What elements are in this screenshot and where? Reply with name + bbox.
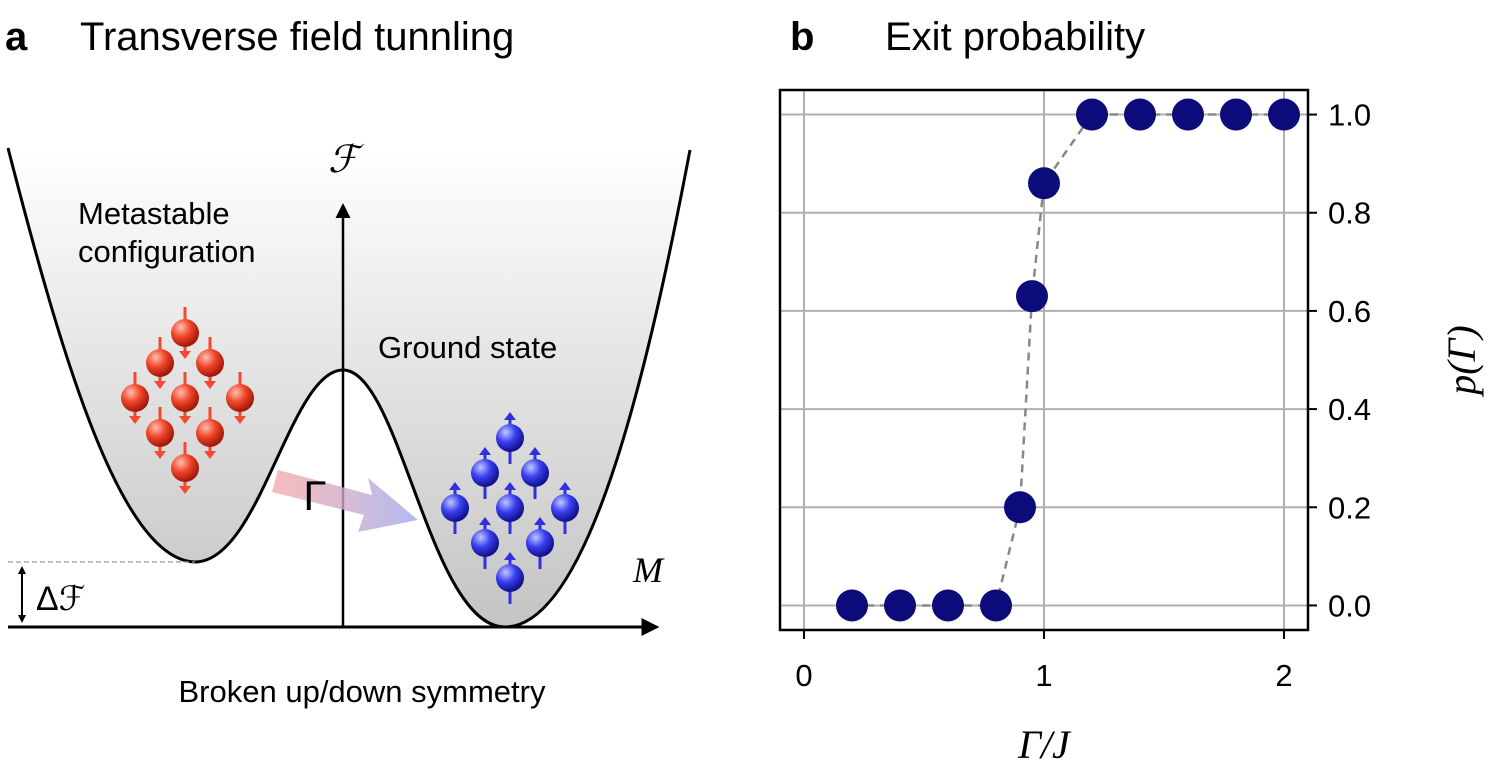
y-axis-label: p(Γ) xyxy=(1439,325,1484,397)
y-tick-label: 0.6 xyxy=(1328,294,1371,329)
panel-title: Transverse field tunnling xyxy=(80,15,514,59)
spin-ball xyxy=(521,459,549,487)
y-tick-label: 0.4 xyxy=(1328,392,1371,427)
panel-a: a Transverse field tunnling ℱ M Δℱ Γ Met… xyxy=(5,15,692,709)
data-point xyxy=(1016,280,1048,313)
spin-head xyxy=(204,451,216,459)
data-point xyxy=(980,589,1012,622)
tunnel-arrow xyxy=(272,470,418,532)
spin-ball xyxy=(121,384,149,412)
data-point xyxy=(1028,167,1060,200)
metastable-line: configuration xyxy=(78,234,256,269)
data-point xyxy=(1220,98,1252,131)
data-point xyxy=(1076,98,1108,131)
panel-letter: a xyxy=(5,15,28,59)
spin-ball xyxy=(496,424,524,452)
delta-f-label: Δℱ xyxy=(36,580,85,618)
spin-ball xyxy=(171,319,199,347)
data-point xyxy=(836,589,868,622)
spin-head xyxy=(179,351,191,359)
spin-head xyxy=(179,416,191,424)
spin-ball xyxy=(196,349,224,377)
x-tick-label: 2 xyxy=(1275,658,1292,693)
gamma-label: Γ xyxy=(303,472,326,519)
free-energy-curve xyxy=(6,147,692,629)
m-axis-label: M xyxy=(632,550,665,590)
spin-ball xyxy=(496,494,524,522)
spin-ball xyxy=(171,384,199,412)
spin-head xyxy=(534,517,546,525)
spins xyxy=(121,307,579,604)
spin-ball xyxy=(226,384,254,412)
x-tick-label: 0 xyxy=(795,658,812,693)
y-tick-label: 0.0 xyxy=(1328,588,1371,623)
spin-head xyxy=(479,517,491,525)
spin-head xyxy=(129,416,141,424)
x-axis-label: Γ/J xyxy=(1017,722,1072,767)
y-tick-label: 0.8 xyxy=(1328,196,1371,231)
x-tick-label: 1 xyxy=(1035,658,1052,693)
plot: 0 1 2 0.0 0.2 0.4 0.6 0.8 1.0 xyxy=(778,88,1371,693)
data-point xyxy=(1268,98,1300,131)
data-point xyxy=(932,589,964,622)
spin-head xyxy=(529,447,541,455)
spin-ball xyxy=(496,564,524,592)
spin-head xyxy=(234,416,246,424)
data-point xyxy=(1124,98,1156,131)
data-point xyxy=(1004,491,1036,524)
spin-head xyxy=(479,447,491,455)
data-point xyxy=(884,589,916,622)
spin-head xyxy=(504,412,516,420)
panel-title: Exit probability xyxy=(885,15,1145,59)
spin-ball xyxy=(441,494,469,522)
metastable-line: Metastable xyxy=(78,196,230,231)
plot-frame xyxy=(778,88,1310,632)
spin-ball xyxy=(171,454,199,482)
spin-head xyxy=(504,552,516,560)
spin-head xyxy=(449,482,461,490)
spin-head xyxy=(179,486,191,494)
y-tick-label: 0.2 xyxy=(1328,490,1371,525)
ground-label: Ground state xyxy=(378,330,557,365)
spin-head xyxy=(559,482,571,490)
trend-line xyxy=(852,113,1284,607)
data-point xyxy=(1172,98,1204,131)
spin-ball xyxy=(526,529,554,557)
spin-ball xyxy=(471,529,499,557)
spin-ball xyxy=(146,349,174,377)
panel-b: b Exit probability 0 1 2 0.0 0.2 0.4 0.6 0.8 1.0… xyxy=(778,15,1484,767)
y-tick-label: 1.0 xyxy=(1328,98,1371,133)
x-caption: Broken up/down symmetry xyxy=(179,674,546,709)
panel-letter: b xyxy=(790,15,814,59)
spin-ball xyxy=(146,419,174,447)
spin-ball xyxy=(551,494,579,522)
spin-head xyxy=(504,482,516,490)
spin-head xyxy=(154,451,166,459)
spin-ball xyxy=(471,459,499,487)
spin-head xyxy=(154,381,166,389)
spin-ball xyxy=(196,419,224,447)
spin-head xyxy=(204,381,216,389)
